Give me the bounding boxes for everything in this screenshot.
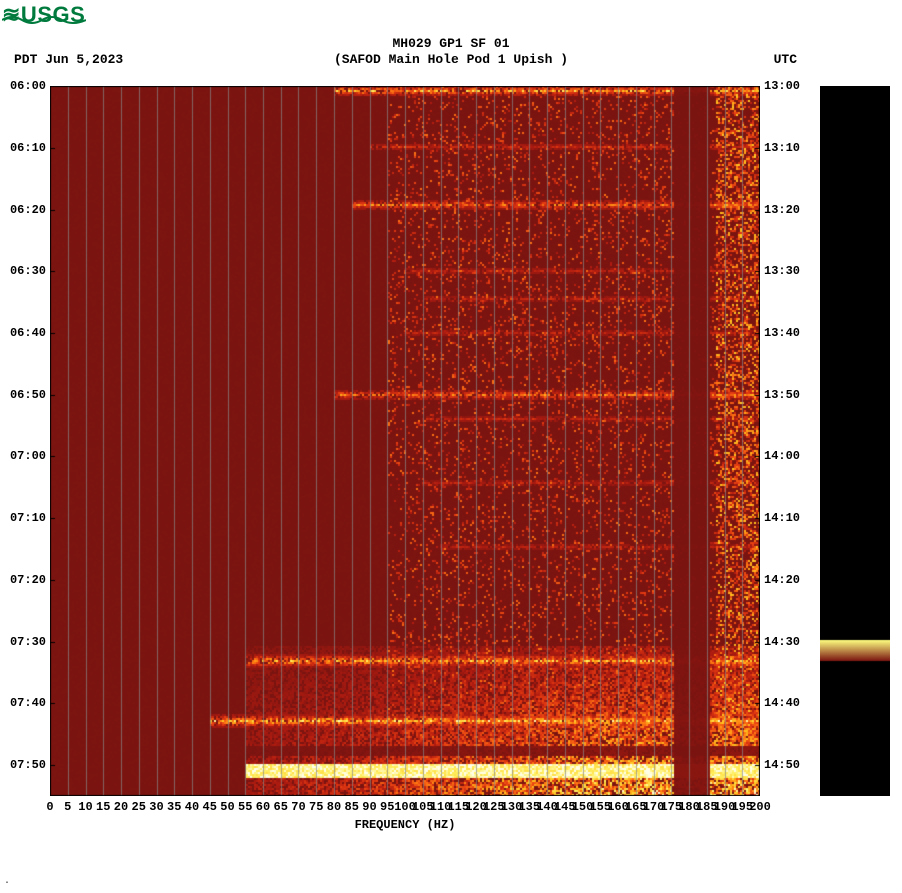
- y-left-tick: 06:00: [10, 79, 46, 93]
- y-left-tick: 06:50: [10, 388, 46, 402]
- y-right-tick: 13:20: [764, 203, 800, 217]
- x-tick: 40: [185, 800, 199, 814]
- x-tick: 70: [291, 800, 305, 814]
- footer-mark: ·: [4, 878, 10, 889]
- y-left-tick: 07:30: [10, 635, 46, 649]
- x-tick: 80: [327, 800, 341, 814]
- timezone-right-label: UTC: [774, 52, 797, 67]
- y-right-tick: 14:00: [764, 449, 800, 463]
- x-tick: 15: [96, 800, 110, 814]
- x-tick: 200: [749, 800, 771, 814]
- y-left-tick: 07:00: [10, 449, 46, 463]
- y-left-tick: 07:40: [10, 696, 46, 710]
- spectrogram-canvas: [50, 86, 760, 796]
- y-left-tick: 06:30: [10, 264, 46, 278]
- y-right-tick: 14:50: [764, 758, 800, 772]
- colorbar-canvas: [820, 86, 890, 796]
- y-right-tick: 14:20: [764, 573, 800, 587]
- x-tick: 50: [220, 800, 234, 814]
- y-right-tick: 14:30: [764, 635, 800, 649]
- y-left-tick: 06:10: [10, 141, 46, 155]
- x-tick: 55: [238, 800, 252, 814]
- y-right-tick: 13:40: [764, 326, 800, 340]
- page-root: ≋USGS MH029 GP1 SF 01 (SAFOD Main Hole P…: [0, 0, 902, 893]
- x-tick: 30: [149, 800, 163, 814]
- x-tick: 75: [309, 800, 323, 814]
- x-tick: 25: [132, 800, 146, 814]
- y-right-tick: 14:10: [764, 511, 800, 525]
- x-tick: 5: [64, 800, 71, 814]
- y-right-tick: 13:00: [764, 79, 800, 93]
- usgs-logo-wave-icon: [2, 14, 86, 24]
- y-left-tick: 06:20: [10, 203, 46, 217]
- y-right-tick: 13:10: [764, 141, 800, 155]
- x-tick: 10: [78, 800, 92, 814]
- y-right-tick: 13:50: [764, 388, 800, 402]
- chart-title: MH029 GP1 SF 01 (SAFOD Main Hole Pod 1 U…: [0, 36, 902, 69]
- y-left-tick: 06:40: [10, 326, 46, 340]
- x-axis-label: FREQUENCY (HZ): [50, 818, 760, 832]
- y-left-tick: 07:20: [10, 573, 46, 587]
- y-right-tick: 14:40: [764, 696, 800, 710]
- x-tick: 85: [345, 800, 359, 814]
- x-tick: 20: [114, 800, 128, 814]
- x-tick: 90: [362, 800, 376, 814]
- x-tick: 0: [46, 800, 53, 814]
- x-tick: 60: [256, 800, 270, 814]
- y-left-tick: 07:50: [10, 758, 46, 772]
- timezone-left-label: PDT Jun 5,2023: [14, 52, 123, 67]
- y-right-tick: 13:30: [764, 264, 800, 278]
- x-tick: 35: [167, 800, 181, 814]
- x-tick: 45: [203, 800, 217, 814]
- colorbar: [820, 86, 890, 796]
- x-tick: 65: [274, 800, 288, 814]
- x-tick: 95: [380, 800, 394, 814]
- spectrogram-plot-area: FREQUENCY (HZ) 06:0006:1006:2006:3006:40…: [50, 86, 760, 796]
- y-left-tick: 07:10: [10, 511, 46, 525]
